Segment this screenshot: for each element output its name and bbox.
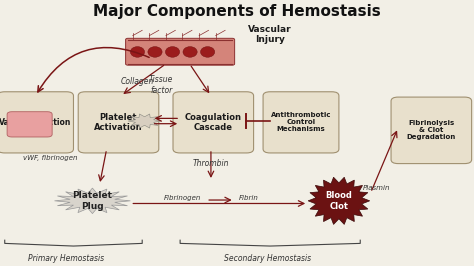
- FancyBboxPatch shape: [0, 92, 73, 153]
- FancyBboxPatch shape: [78, 92, 159, 153]
- Polygon shape: [128, 114, 161, 128]
- Text: Antithrombotic
Control
Mechanisms: Antithrombotic Control Mechanisms: [271, 112, 331, 132]
- Text: Blood
Clot: Blood Clot: [326, 191, 352, 210]
- Text: Plasmin: Plasmin: [363, 185, 391, 190]
- FancyBboxPatch shape: [263, 92, 339, 153]
- Text: Coagulation
Cascade: Coagulation Cascade: [185, 113, 242, 132]
- Text: Platelet
Activation: Platelet Activation: [94, 113, 143, 132]
- Text: Fibrinolysis
& Clot
Degradation: Fibrinolysis & Clot Degradation: [407, 120, 456, 140]
- Text: Thrombin: Thrombin: [192, 159, 229, 168]
- Ellipse shape: [183, 47, 197, 57]
- Text: Collagen: Collagen: [121, 77, 154, 86]
- Text: Major Components of Hemostasis: Major Components of Hemostasis: [93, 4, 381, 19]
- Ellipse shape: [165, 47, 180, 57]
- Text: vWF, fibrinogen: vWF, fibrinogen: [23, 155, 77, 161]
- Text: Vasoconstriction: Vasoconstriction: [0, 118, 72, 127]
- FancyBboxPatch shape: [173, 92, 254, 153]
- Ellipse shape: [130, 47, 145, 57]
- Text: Tissue
factor: Tissue factor: [149, 76, 173, 95]
- Polygon shape: [55, 188, 130, 214]
- Text: Fibrin: Fibrin: [239, 195, 259, 201]
- Text: Vascular
Injury: Vascular Injury: [248, 25, 292, 44]
- Text: Fibrinogen: Fibrinogen: [164, 195, 201, 201]
- Polygon shape: [308, 177, 370, 225]
- FancyBboxPatch shape: [126, 38, 235, 65]
- FancyBboxPatch shape: [391, 97, 472, 164]
- Text: Platelet
Plug: Platelet Plug: [73, 191, 112, 210]
- Ellipse shape: [201, 47, 215, 57]
- FancyBboxPatch shape: [7, 112, 52, 137]
- Ellipse shape: [148, 47, 162, 57]
- Text: Secondary Hemostasis: Secondary Hemostasis: [224, 254, 311, 263]
- Text: Primary Hemostasis: Primary Hemostasis: [28, 254, 104, 263]
